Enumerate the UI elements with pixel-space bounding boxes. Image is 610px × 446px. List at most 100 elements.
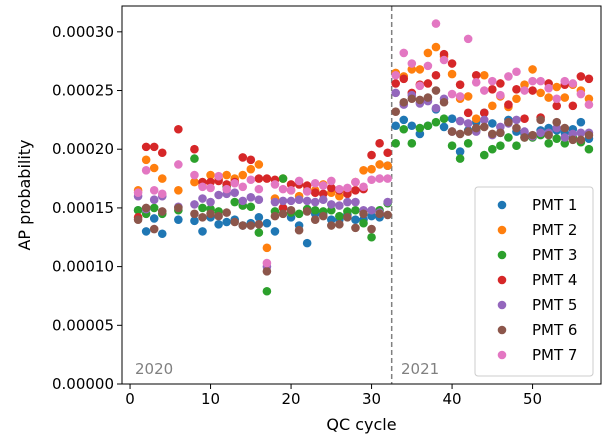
data-point (302, 238, 312, 248)
data-point (455, 129, 465, 139)
data-point (141, 166, 151, 175)
data-point (471, 123, 481, 133)
y-axis: 0.00000 0.00005 0.00010 0.00015 0.00020 0.000… (52, 23, 122, 393)
data-point (270, 227, 280, 236)
data-point (157, 174, 167, 183)
data-point (270, 211, 280, 221)
data-point (198, 213, 207, 222)
data-point (230, 178, 240, 188)
data-point (375, 160, 384, 169)
data-point (270, 197, 280, 207)
data-point (230, 197, 240, 207)
data-point (536, 115, 545, 125)
data-point (335, 220, 344, 229)
data-point (157, 229, 167, 239)
data-point (415, 65, 425, 74)
data-point (431, 70, 441, 80)
data-point (552, 82, 562, 92)
data-point (335, 184, 344, 194)
legend-label: PMT 3 (532, 246, 577, 264)
data-point (447, 69, 457, 79)
data-point (254, 213, 264, 222)
data-point (310, 205, 320, 215)
data-point (520, 133, 529, 142)
data-point (246, 175, 256, 185)
data-point (254, 174, 264, 183)
data-point (560, 93, 570, 102)
data-point (214, 220, 223, 229)
data-point (488, 76, 497, 86)
data-point (149, 224, 159, 234)
data-point (359, 182, 368, 192)
data-point (463, 139, 473, 148)
data-point (479, 86, 489, 95)
data-point (399, 48, 409, 58)
data-point (190, 209, 199, 219)
data-point (471, 78, 481, 87)
data-point (359, 209, 368, 219)
data-point (343, 183, 352, 193)
data-point (528, 76, 537, 86)
data-point (214, 190, 223, 200)
legend-item: PMT 4 (497, 271, 577, 289)
data-point (351, 205, 360, 215)
data-point (367, 224, 376, 234)
data-point (536, 76, 545, 86)
data-point (415, 81, 425, 91)
data-point (149, 203, 159, 213)
data-point (294, 209, 304, 219)
data-point (520, 86, 529, 95)
data-point (198, 194, 207, 203)
data-point (327, 176, 336, 186)
data-point (246, 202, 256, 212)
legend-label: PMT 5 (532, 296, 577, 314)
data-point (560, 76, 570, 86)
data-point (496, 79, 505, 88)
y-tick-label: 0.00010 (52, 258, 114, 276)
data-point (310, 188, 320, 197)
data-point (407, 121, 417, 131)
data-point (367, 205, 376, 215)
axes-frame (121, 5, 602, 385)
data-point (447, 141, 457, 150)
data-point (190, 200, 199, 209)
data-point (512, 141, 521, 150)
data-point (302, 196, 312, 206)
data-point (367, 150, 376, 160)
data-point (463, 119, 473, 128)
data-point (375, 209, 384, 219)
data-point (375, 139, 384, 148)
data-point (133, 205, 143, 215)
data-point (431, 19, 441, 28)
data-point (302, 187, 312, 196)
data-point (335, 201, 344, 210)
data-point (383, 197, 392, 207)
data-point (141, 203, 151, 213)
data-point (327, 183, 336, 193)
data-point (262, 286, 272, 296)
data-point (479, 70, 489, 80)
data-point (149, 142, 159, 152)
data-point (206, 209, 215, 219)
data-point (294, 195, 304, 204)
data-point (141, 227, 151, 236)
data-point (488, 85, 497, 94)
data-point (310, 178, 320, 188)
data-point (286, 196, 296, 206)
year-label-2020: 2020 (135, 360, 173, 378)
data-point (479, 122, 489, 132)
data-point (439, 97, 449, 107)
data-point (584, 130, 594, 140)
data-point (560, 133, 570, 142)
data-point (262, 218, 272, 228)
data-point (584, 74, 594, 84)
data-point (439, 122, 449, 132)
y-tick-label: 0.00005 (52, 316, 114, 334)
data-point (318, 181, 328, 190)
y-tick-label: 0.00020 (52, 140, 114, 158)
legend-item: PMT 1 (497, 196, 577, 214)
data-point (351, 197, 360, 207)
data-point (367, 232, 376, 242)
data-point (584, 100, 594, 109)
data-point (463, 34, 473, 44)
